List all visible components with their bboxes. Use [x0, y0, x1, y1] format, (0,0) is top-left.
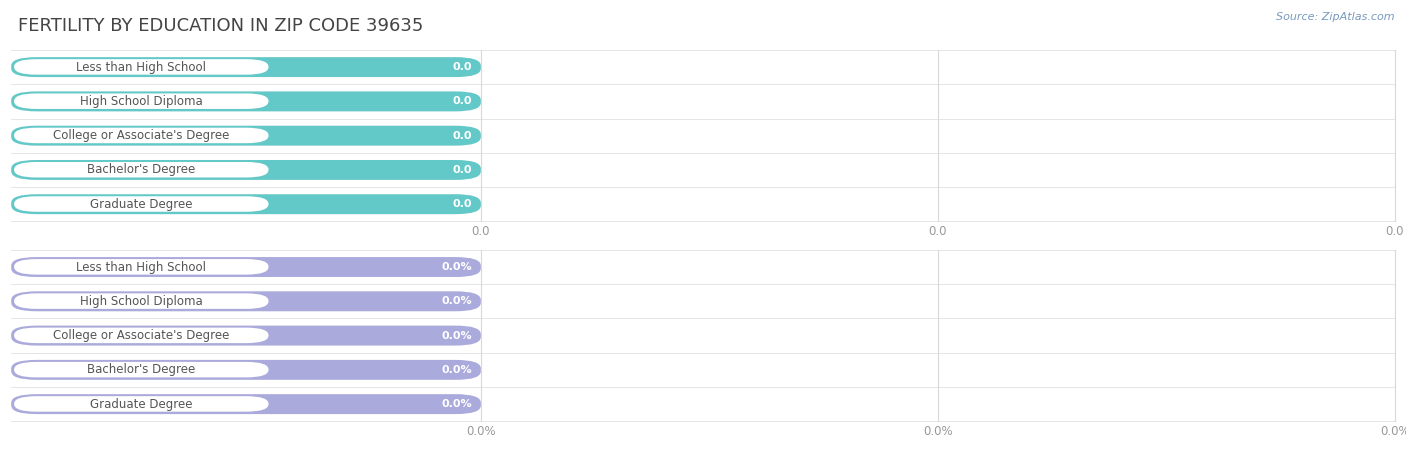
Text: Bachelor's Degree: Bachelor's Degree: [87, 163, 195, 177]
Text: 0.0: 0.0: [453, 130, 472, 141]
FancyBboxPatch shape: [14, 327, 269, 343]
Text: 0.0%: 0.0%: [922, 425, 953, 438]
FancyBboxPatch shape: [11, 360, 481, 380]
Text: 0.0: 0.0: [1385, 225, 1405, 238]
Text: High School Diploma: High School Diploma: [80, 95, 202, 108]
Text: High School Diploma: High School Diploma: [80, 295, 202, 308]
FancyBboxPatch shape: [14, 59, 269, 75]
FancyBboxPatch shape: [11, 126, 481, 146]
Text: 0.0: 0.0: [453, 165, 472, 175]
FancyBboxPatch shape: [11, 126, 481, 146]
Text: 0.0%: 0.0%: [441, 399, 472, 409]
FancyBboxPatch shape: [14, 93, 269, 109]
Text: 0.0%: 0.0%: [441, 330, 472, 341]
FancyBboxPatch shape: [11, 257, 481, 277]
FancyBboxPatch shape: [14, 196, 269, 212]
FancyBboxPatch shape: [11, 194, 481, 214]
Text: 0.0: 0.0: [453, 199, 472, 209]
FancyBboxPatch shape: [11, 326, 481, 346]
FancyBboxPatch shape: [11, 194, 481, 214]
FancyBboxPatch shape: [14, 293, 269, 309]
Text: Bachelor's Degree: Bachelor's Degree: [87, 363, 195, 377]
FancyBboxPatch shape: [14, 162, 269, 178]
Text: 0.0%: 0.0%: [465, 425, 496, 438]
FancyBboxPatch shape: [11, 394, 481, 414]
Text: College or Associate's Degree: College or Associate's Degree: [53, 329, 229, 342]
FancyBboxPatch shape: [11, 57, 481, 77]
FancyBboxPatch shape: [11, 160, 481, 180]
Text: 0.0: 0.0: [928, 225, 948, 238]
Text: College or Associate's Degree: College or Associate's Degree: [53, 129, 229, 142]
Text: 0.0%: 0.0%: [1379, 425, 1406, 438]
Text: 0.0: 0.0: [471, 225, 491, 238]
FancyBboxPatch shape: [11, 57, 481, 77]
Text: Less than High School: Less than High School: [76, 260, 207, 274]
FancyBboxPatch shape: [11, 360, 481, 380]
Text: 0.0%: 0.0%: [441, 365, 472, 375]
Text: Source: ZipAtlas.com: Source: ZipAtlas.com: [1277, 12, 1395, 22]
FancyBboxPatch shape: [11, 91, 481, 111]
FancyBboxPatch shape: [14, 362, 269, 377]
FancyBboxPatch shape: [11, 291, 481, 311]
FancyBboxPatch shape: [11, 160, 481, 180]
Text: 0.0: 0.0: [453, 96, 472, 107]
Text: FERTILITY BY EDUCATION IN ZIP CODE 39635: FERTILITY BY EDUCATION IN ZIP CODE 39635: [18, 17, 423, 35]
Text: 0.0%: 0.0%: [441, 262, 472, 272]
FancyBboxPatch shape: [14, 396, 269, 412]
FancyBboxPatch shape: [14, 128, 269, 143]
Text: 0.0: 0.0: [453, 62, 472, 72]
FancyBboxPatch shape: [11, 291, 481, 311]
FancyBboxPatch shape: [11, 257, 481, 277]
Text: Graduate Degree: Graduate Degree: [90, 397, 193, 411]
Text: Less than High School: Less than High School: [76, 60, 207, 74]
Text: 0.0%: 0.0%: [441, 296, 472, 307]
FancyBboxPatch shape: [11, 326, 481, 346]
FancyBboxPatch shape: [11, 91, 481, 111]
FancyBboxPatch shape: [11, 394, 481, 414]
FancyBboxPatch shape: [14, 259, 269, 275]
Text: Graduate Degree: Graduate Degree: [90, 198, 193, 211]
